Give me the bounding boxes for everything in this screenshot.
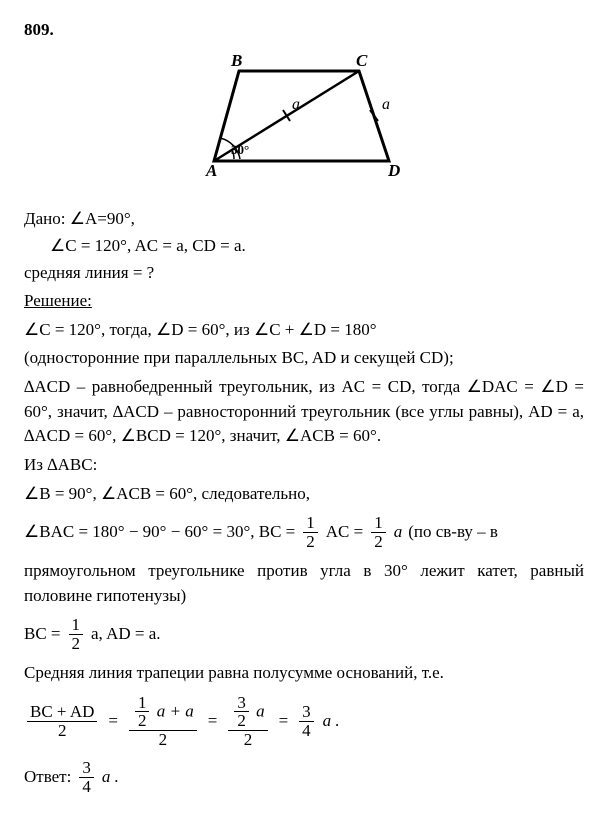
frac-den: 2: [234, 712, 249, 730]
frac-half-3: 1 2: [67, 616, 86, 653]
solution-p9: Средняя линия трапеции равна полусумме о…: [24, 661, 584, 686]
solution-p7: прямоугольном треугольнике против угла в…: [24, 559, 584, 608]
solution-p5: ∠B = 90°, ∠ACB = 60°, следовательно,: [24, 482, 584, 507]
frac-num: 3: [234, 694, 249, 713]
frac-den: 2: [371, 533, 386, 551]
frac-den: 2: [135, 712, 150, 730]
eq-sign: =: [277, 709, 291, 734]
frac-den: 2: [228, 731, 267, 749]
frac-half-1: 1 2: [301, 514, 320, 551]
eq-sign: =: [106, 709, 120, 734]
p6-mid: AC =: [326, 520, 363, 545]
final-t3: 3 2 a 2: [226, 694, 269, 750]
answer-line: Ответ: 3 4 a .: [24, 759, 584, 796]
final-rhs-frac: 3 4: [297, 703, 316, 740]
given-line1: ∠A=90°,: [70, 209, 135, 228]
frac-num: 3: [79, 759, 94, 778]
frac-den: 2: [69, 635, 84, 653]
label-angle30: 30°: [231, 142, 249, 157]
frac-num: 3: [299, 703, 314, 722]
solution-p3: ∆ACD – равнобедренный треугольник, из AC…: [24, 375, 584, 449]
final-equation: BC + AD 2 = 1 2 a + a 2 = 3 2 a 2 = 3 4 …: [24, 694, 584, 750]
solution-heading: Решение:: [24, 291, 92, 310]
frac-num: BC + AD: [27, 703, 97, 722]
label-a1: a: [292, 96, 300, 113]
frac-half-2: 1 2: [369, 514, 388, 551]
frac-num: 1: [303, 514, 318, 533]
p6-var: a: [394, 522, 403, 541]
given-block: Дано: ∠A=90°, ∠C = 120°, AC = a, CD = a.…: [24, 207, 584, 285]
trapezoid-figure: A B C D a a 30°: [184, 51, 424, 186]
rhs-post: a .: [323, 711, 340, 730]
p8-prefix: BC =: [24, 622, 61, 647]
label-d-vertex: D: [387, 161, 400, 180]
inner-half: 1 2: [133, 694, 152, 731]
t2-post-text: a + a: [157, 701, 194, 720]
frac-num: 1 2 a + a: [129, 694, 197, 732]
p6-prefix: ∠BAC = 180° − 90° − 60° = 30°, BC =: [24, 520, 295, 545]
frac-num: 1: [371, 514, 386, 533]
given-heading: Дано:: [24, 209, 65, 228]
answer-frac: 3 4: [77, 759, 96, 796]
answer-post: a .: [102, 767, 119, 786]
label-a-vertex: A: [205, 161, 217, 180]
frac-den: 4: [299, 722, 314, 740]
given-line3: средняя линия = ?: [24, 261, 584, 286]
frac-den: 2: [129, 731, 197, 749]
label-a2: a: [382, 96, 390, 113]
frac-num: 1: [135, 694, 150, 713]
final-lhs: BC + AD 2: [25, 703, 99, 740]
solution-p1: ∠C = 120°, тогда, ∠D = 60°, из ∠C + ∠D =…: [24, 318, 584, 343]
solution-p2: (односторонние при параллельных BC, AD и…: [24, 346, 584, 371]
eq-sign: =: [206, 709, 220, 734]
figure-container: A B C D a a 30°: [24, 51, 584, 194]
label-c-vertex: C: [356, 51, 368, 70]
frac-den: 2: [27, 722, 97, 740]
answer-label: Ответ:: [24, 765, 71, 790]
given-line2: ∠C = 120°, AC = a, CD = a.: [24, 234, 584, 259]
label-b-vertex: B: [230, 51, 242, 70]
t3-post-text: a: [256, 701, 265, 720]
frac-num: 1: [69, 616, 84, 635]
solution-p8: BC = 1 2 a, AD = a.: [24, 616, 584, 653]
p6-suffix: (по св-ву – в: [408, 520, 498, 545]
final-t2: 1 2 a + a 2: [127, 694, 199, 750]
p8-mid: a, AD = a.: [91, 622, 161, 647]
frac-den: 4: [79, 778, 94, 796]
problem-number: 809.: [24, 18, 584, 43]
inner-32: 3 2: [232, 694, 251, 731]
frac-den: 2: [303, 533, 318, 551]
solution-p4: Из ∆ABC:: [24, 453, 584, 478]
solution-p6: ∠BAC = 180° − 90° − 60° = 30°, BC = 1 2 …: [24, 514, 584, 551]
t2-post: a + a: [157, 701, 194, 720]
frac-num: 3 2 a: [228, 694, 267, 732]
